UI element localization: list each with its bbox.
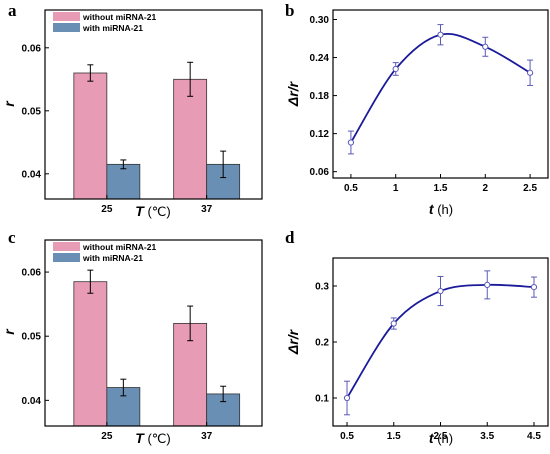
plot-frame (44, 9, 263, 200)
y-tick-label: 0.06 (22, 268, 42, 279)
plot-frame (44, 239, 263, 427)
data-point (484, 281, 491, 288)
y-tick-label: 0.05 (22, 332, 42, 343)
chart-panel-d: d 0.1 0.2 0.3 0.5 1.5 2.5 3.5 4.5 t (h) Δr/r (285, 228, 549, 446)
x-axis-label-main: T (135, 203, 145, 219)
x-axis-label: T (℃) (135, 430, 170, 446)
x-tick-label: 2.5 (434, 431, 448, 442)
x-axis-label-main: t (429, 430, 435, 446)
data-point (347, 139, 355, 146)
x-tick-label: 37 (201, 431, 213, 442)
x-axis-label: T (℃) (135, 203, 170, 219)
x-tick-label: 2 (483, 183, 489, 194)
x-axis-label-unit: (h) (434, 431, 454, 446)
data-point (343, 394, 351, 402)
y-axis-label: r (1, 328, 17, 335)
data-point (392, 65, 399, 73)
y-tick-label: 0.12 (310, 129, 330, 140)
panel-letter-a: a (8, 1, 17, 20)
bar-with-25 (106, 163, 141, 200)
x-axis-label-main: t (429, 201, 435, 217)
legend-swatch-without (53, 242, 80, 251)
panel-letter-b: b (285, 1, 294, 20)
x-axis-label-unit: (℃) (144, 204, 171, 219)
x-tick-label: 37 (201, 204, 213, 215)
x-tick-label: 1.5 (434, 183, 448, 194)
y-tick-label: 0.06 (310, 167, 330, 178)
bar-without-25 (73, 72, 108, 200)
plot-frame (332, 257, 549, 427)
panel-letter-c: c (8, 228, 16, 247)
data-point (437, 31, 444, 38)
legend-label: with miRNA-21 (82, 253, 143, 263)
x-axis-label-main: T (135, 430, 145, 446)
bar-without-37 (173, 78, 208, 200)
data-point (437, 287, 444, 295)
data-point (526, 69, 534, 76)
x-tick-label: 3.5 (480, 431, 494, 442)
panel-letter-d: d (285, 228, 295, 247)
bar-without-25 (73, 281, 108, 427)
x-tick-label: 0.5 (344, 183, 358, 194)
y-tick-label: 0.1 (315, 394, 329, 405)
legend-swatch-with (53, 253, 80, 262)
y-axis-label: Δr/r (285, 328, 301, 355)
y-tick-label: 0.04 (22, 396, 42, 407)
chart-panel-b: b 0.06 0.12 0.18 0.24 0.30 0.5 1 1.5 2 2.5 t (h) Δr/… (285, 1, 549, 217)
x-tick-label: 25 (101, 204, 113, 215)
legend-label: without miRNA-21 (82, 242, 156, 252)
x-tick-label: 25 (101, 431, 113, 442)
y-axis-label: Δr/r (285, 80, 301, 107)
y-tick-label: 0.06 (22, 43, 42, 54)
x-tick-label: 0.5 (340, 431, 354, 442)
y-tick-label: 0.05 (22, 106, 42, 117)
legend-label: without miRNA-21 (82, 12, 156, 22)
fit-curve (350, 33, 531, 143)
x-tick-label: 1.5 (387, 431, 401, 442)
legend-label: with miRNA-21 (82, 23, 143, 33)
y-tick-label: 0.2 (315, 338, 329, 349)
y-tick-label: 0.18 (310, 91, 330, 102)
x-tick-label: 1 (393, 183, 399, 194)
x-axis-label-unit: (℃) (144, 431, 171, 446)
y-tick-label: 0.04 (22, 169, 42, 180)
data-point (530, 284, 538, 291)
bar-with-37 (206, 163, 241, 200)
x-axis-label: t (h) (429, 430, 453, 446)
x-tick-label: 2.5 (523, 183, 537, 194)
y-tick-label: 0.24 (310, 53, 330, 64)
plot-frame (332, 9, 549, 179)
y-tick-label: 0.30 (310, 15, 330, 26)
legend-swatch-with (53, 23, 80, 32)
legend-swatch-without (53, 12, 80, 21)
data-point (390, 320, 397, 327)
x-axis-label-unit: (h) (434, 202, 454, 217)
y-axis-label: r (1, 100, 17, 107)
y-tick-label: 0.3 (315, 282, 329, 293)
data-point (482, 43, 489, 50)
x-axis-label: t (h) (429, 201, 453, 217)
x-tick-label: 4.5 (527, 431, 541, 442)
